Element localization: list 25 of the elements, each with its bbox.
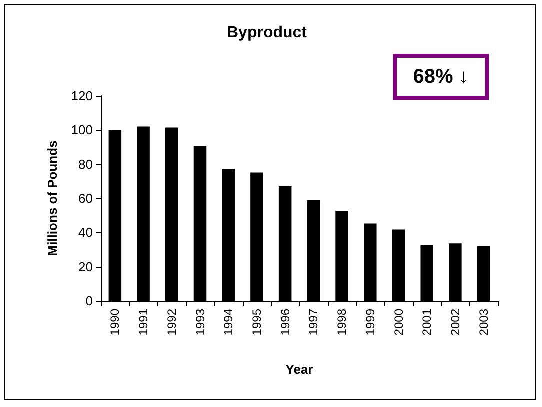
x-tick-label: 1992 [164, 308, 179, 336]
y-tick-label: 100 [71, 122, 93, 138]
x-tick-label: 2002 [448, 308, 462, 336]
x-tick-label: 2003 [476, 308, 491, 336]
chart-title: Byproduct [227, 24, 308, 42]
x-tick-label: 1999 [363, 308, 378, 336]
x-tick-label: 1994 [222, 308, 236, 336]
x-tick-label: 1998 [335, 308, 350, 336]
x-tick-label: 2001 [420, 308, 434, 336]
x-tick-label: 1997 [306, 308, 321, 336]
x-tick-label: 1991 [136, 308, 151, 336]
y-tick-label: 60 [78, 191, 93, 206]
y-tick-label: 80 [78, 156, 93, 172]
y-tick-label: 0 [86, 294, 93, 308]
text: 68% ↓ [393, 54, 489, 100]
x-tick-label: 1993 [193, 308, 208, 336]
y-axis-title: Millions of Pounds [45, 140, 60, 256]
y-tick-label: 40 [78, 225, 93, 240]
y-tick-label: 20 [78, 259, 93, 274]
x-tick-label: 1995 [250, 308, 264, 336]
x-axis-title: Year [286, 362, 314, 377]
x-tick-label: 2000 [392, 308, 406, 336]
y-tick-label: 120 [71, 88, 93, 104]
x-tick-label: 1990 [108, 308, 122, 336]
x-tick-label: 1996 [278, 308, 292, 336]
